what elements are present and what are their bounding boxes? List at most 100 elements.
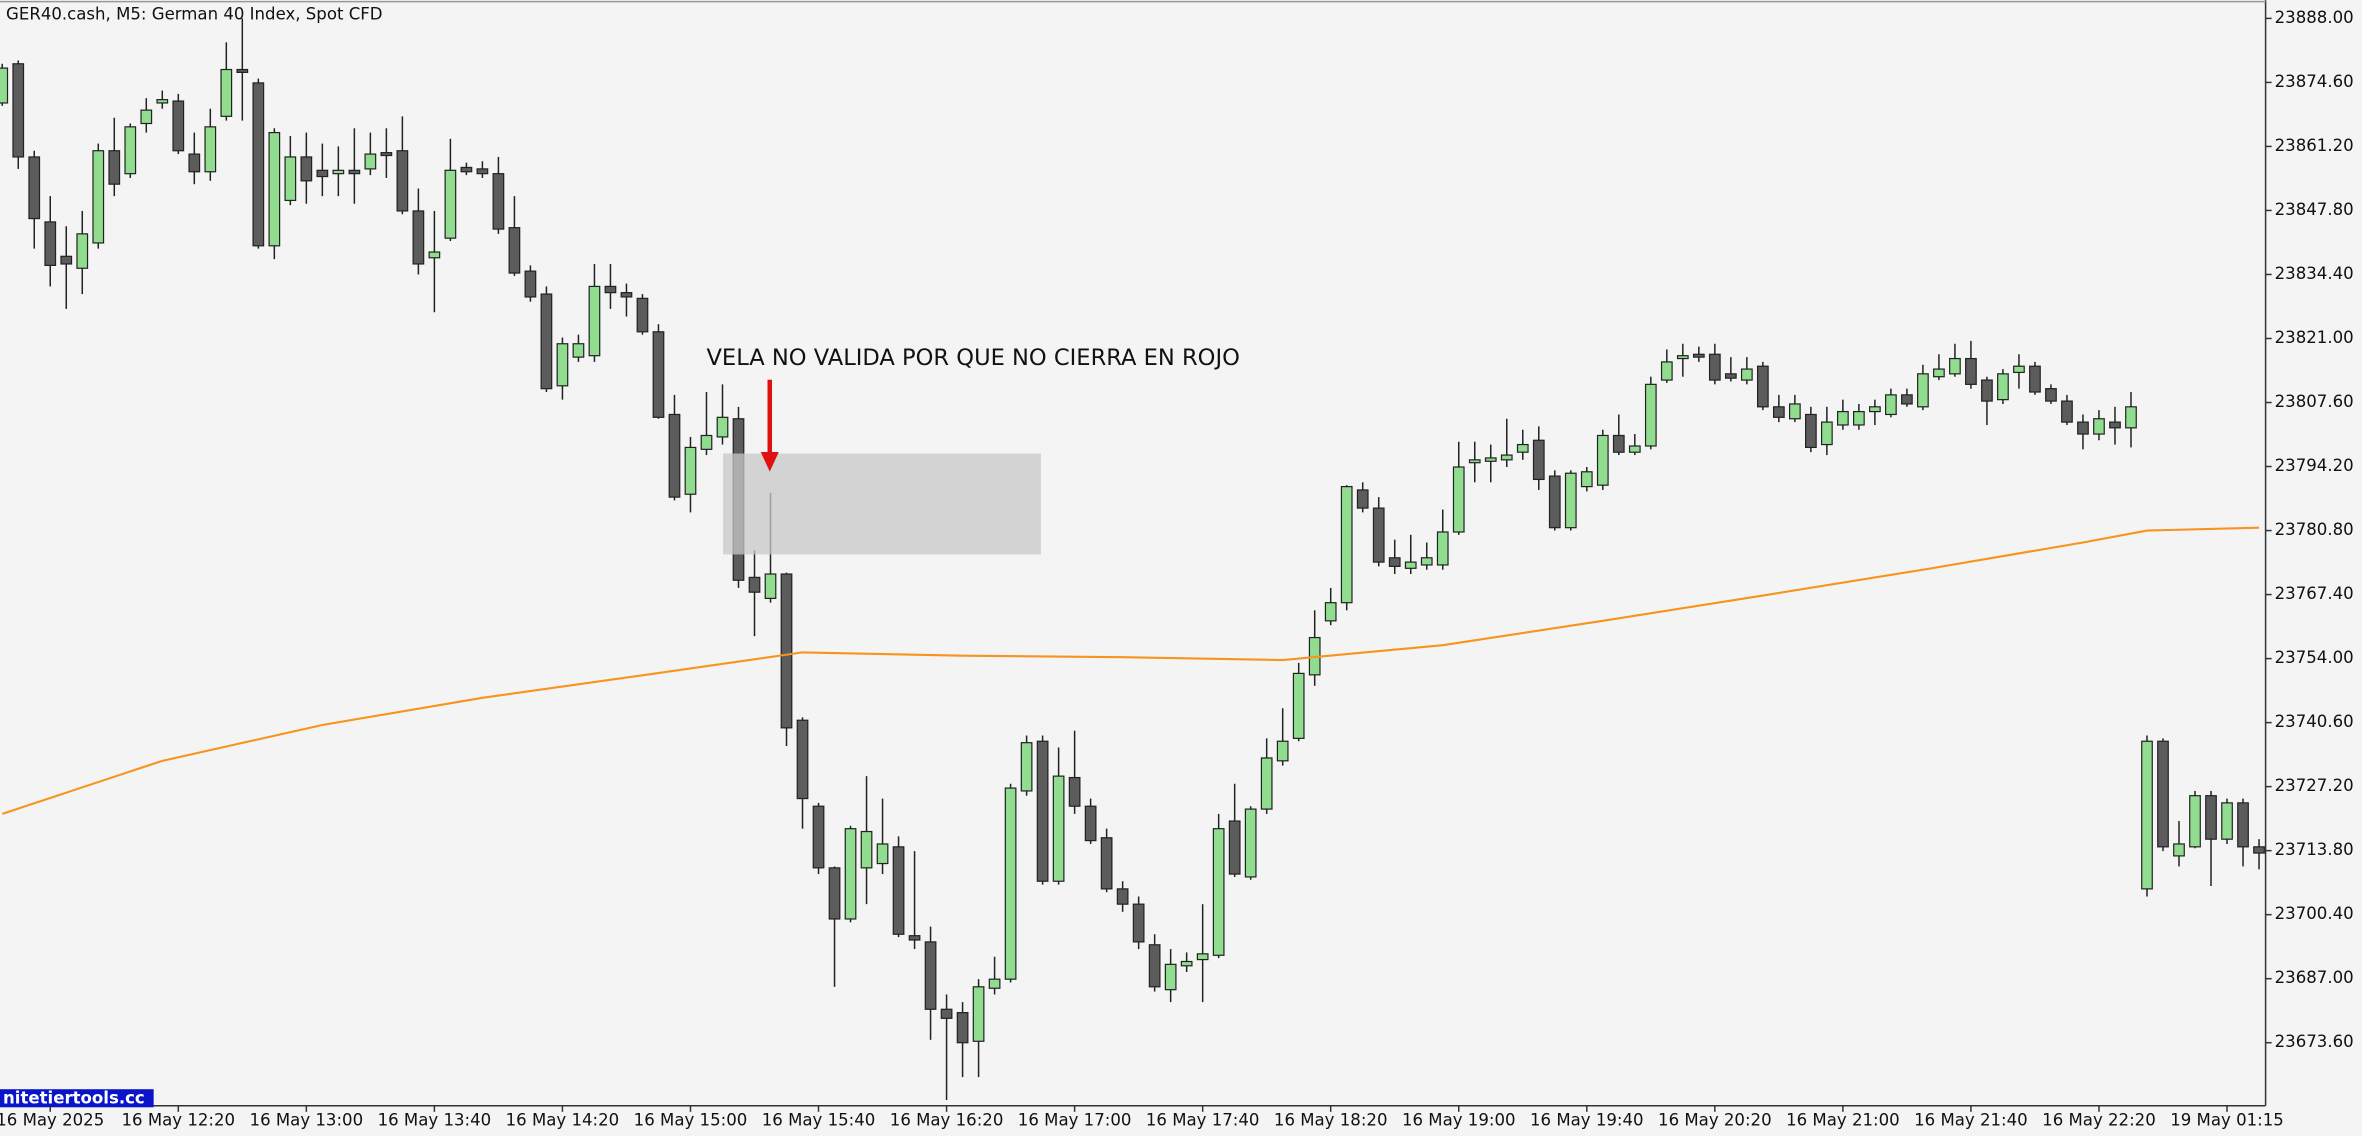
x-tick-label: 16 May 15:00 bbox=[634, 1110, 748, 1129]
x-tick-label: 16 May 16:20 bbox=[890, 1110, 1004, 1129]
candle-body bbox=[236, 68, 249, 73]
candle-body bbox=[2173, 843, 2185, 857]
candle-body bbox=[748, 576, 761, 593]
candle-body bbox=[1933, 368, 1945, 378]
candle-body bbox=[44, 221, 57, 267]
candle-body bbox=[284, 156, 297, 202]
y-tick-label: 23861.20 bbox=[2275, 136, 2354, 155]
candle-body bbox=[1917, 373, 1929, 408]
candle-body bbox=[188, 153, 201, 173]
candle-body bbox=[12, 63, 25, 158]
candle-body bbox=[364, 153, 377, 170]
x-tick-label: 16 May 13:00 bbox=[250, 1110, 364, 1129]
candle-body bbox=[428, 251, 441, 259]
y-tick-label: 23713.80 bbox=[2275, 840, 2354, 859]
candle-body bbox=[1997, 373, 2009, 401]
candle-body bbox=[604, 285, 617, 294]
candle-body bbox=[764, 573, 777, 599]
candle-body bbox=[2093, 418, 2105, 435]
candle-body bbox=[1452, 466, 1465, 533]
candle-body bbox=[1036, 740, 1049, 882]
watermark: nitetiertools.cc bbox=[3, 1088, 145, 1107]
candle-body bbox=[204, 126, 217, 173]
candle-body bbox=[1244, 808, 1257, 878]
candle-body bbox=[92, 150, 105, 244]
y-tick-label: 23767.40 bbox=[2275, 584, 2354, 603]
y-tick-label: 23673.60 bbox=[2275, 1032, 2354, 1051]
candle-body bbox=[796, 719, 809, 800]
candle-body bbox=[2061, 400, 2073, 423]
candle-body bbox=[828, 867, 841, 920]
y-tick-label: 23834.40 bbox=[2275, 264, 2354, 283]
candle-body bbox=[2125, 406, 2137, 429]
candle-body bbox=[460, 166, 473, 173]
candle-body bbox=[2237, 802, 2249, 848]
candle-body bbox=[28, 156, 41, 220]
candle-body bbox=[1372, 507, 1385, 563]
watermark-bg bbox=[0, 1089, 154, 1108]
x-tick-label: 16 May 17:40 bbox=[1146, 1110, 1260, 1129]
candle-body bbox=[492, 173, 505, 230]
y-tick-label: 23847.80 bbox=[2275, 200, 2354, 219]
candle-body bbox=[2045, 388, 2057, 402]
candle-body bbox=[1949, 357, 1961, 375]
candle-body bbox=[412, 210, 425, 265]
candle-body bbox=[1901, 394, 1913, 405]
candle-body bbox=[588, 285, 601, 357]
candle-body bbox=[1804, 413, 1817, 449]
y-tick-label: 23874.60 bbox=[2275, 72, 2354, 91]
candle-body bbox=[908, 935, 921, 941]
x-tick-label: 16 May 21:00 bbox=[1786, 1110, 1900, 1129]
candle-body bbox=[700, 434, 713, 450]
candle-body bbox=[1692, 353, 1705, 358]
x-tick-label: 16 May 13:40 bbox=[378, 1110, 492, 1129]
candle-body bbox=[1324, 602, 1337, 622]
moving-average bbox=[1, 526, 2260, 815]
candle-body bbox=[2109, 421, 2121, 429]
x-tick-label: 16 May 22:20 bbox=[2042, 1110, 2156, 1129]
candle-body bbox=[2189, 795, 2201, 848]
y-tick-label: 23754.00 bbox=[2275, 648, 2354, 667]
candle-body bbox=[396, 150, 409, 212]
candle-body bbox=[1500, 454, 1513, 461]
y-tick-label: 23780.80 bbox=[2275, 520, 2354, 539]
candle-body bbox=[348, 169, 361, 175]
candle-body bbox=[844, 828, 857, 920]
candle-body bbox=[1228, 820, 1241, 875]
candle-body bbox=[1292, 672, 1305, 739]
candle-body bbox=[124, 126, 137, 175]
candle-body bbox=[108, 150, 121, 185]
candle-body bbox=[0, 67, 9, 104]
candle-body bbox=[76, 233, 89, 269]
candle-body bbox=[380, 152, 393, 157]
candle-body bbox=[860, 830, 873, 869]
candle-body bbox=[1772, 406, 1785, 418]
candle-body bbox=[252, 82, 265, 247]
y-tick-label: 23727.20 bbox=[2275, 776, 2354, 795]
candle-body bbox=[1068, 776, 1081, 807]
candle-body bbox=[1116, 888, 1129, 905]
candle-body bbox=[1356, 489, 1369, 509]
candle-body bbox=[1276, 740, 1289, 762]
candle-body bbox=[1821, 421, 1833, 446]
y-tick-label: 23794.20 bbox=[2275, 456, 2354, 475]
candle-body bbox=[668, 413, 681, 498]
candle-body bbox=[1532, 439, 1545, 481]
candle-body bbox=[636, 297, 649, 333]
candle-body bbox=[1853, 410, 1865, 426]
x-tick-label: 16 May 14:20 bbox=[506, 1110, 620, 1129]
candle-body bbox=[2077, 421, 2089, 435]
candle-body bbox=[956, 1012, 969, 1044]
candle-body bbox=[1260, 757, 1273, 810]
candle-body bbox=[332, 169, 345, 175]
candle-body bbox=[268, 131, 281, 247]
y-tick-label: 23687.00 bbox=[2275, 968, 2354, 987]
candle-body bbox=[1484, 457, 1497, 462]
candle-body bbox=[1644, 383, 1657, 447]
candle-body bbox=[1885, 394, 1897, 416]
candle-body bbox=[172, 100, 185, 152]
x-tick-label: 19 May 01:15 bbox=[2170, 1110, 2284, 1129]
candle-body bbox=[1965, 357, 1977, 385]
